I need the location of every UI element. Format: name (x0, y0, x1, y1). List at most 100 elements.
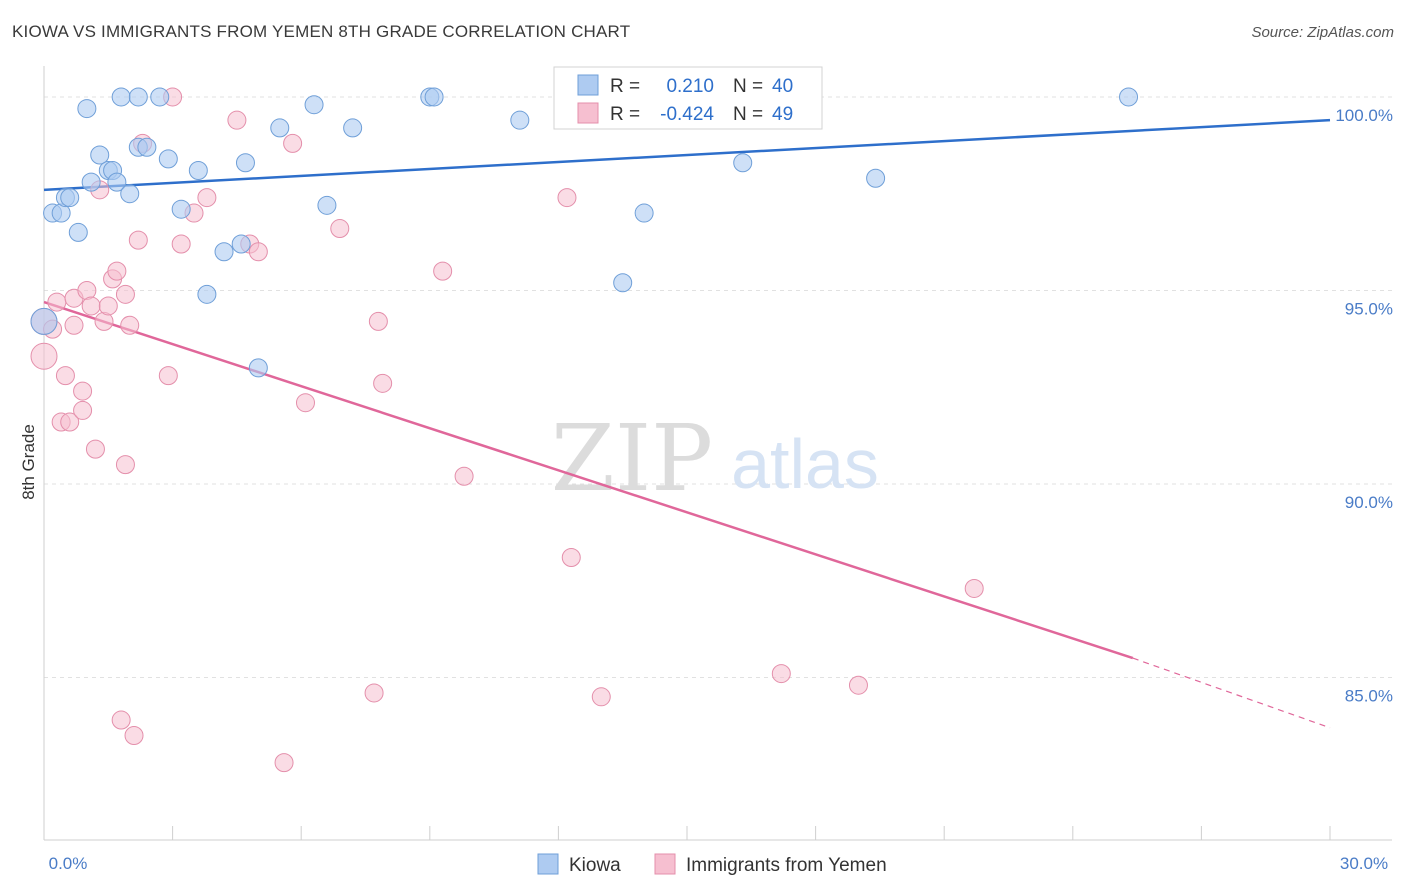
point-kiowa (317, 195, 337, 215)
point-yemen (73, 400, 93, 420)
axes (43, 66, 1392, 841)
point-kiowa (343, 118, 363, 138)
point-yemen (364, 683, 384, 703)
y-tick-labels: 100.0% 95.0% 90.0% 85.0% (1335, 106, 1393, 706)
point-yemen (111, 710, 131, 730)
point-yemen (115, 455, 135, 475)
point-yemen (283, 133, 303, 153)
stats-r-value-yemen: -0.424 (660, 104, 714, 125)
point-kiowa (81, 172, 101, 192)
trend-lines (43, 118, 1331, 729)
stats-n-label-yemen: N = (733, 104, 763, 125)
x-tick-label: 30.0% (1340, 854, 1388, 873)
point-yemen (561, 547, 581, 567)
trend-line-yemen (43, 300, 1134, 660)
point-kiowa (111, 87, 131, 107)
stats-legend-swatch-yemen (577, 102, 599, 124)
point-yemen (55, 366, 75, 386)
point-yemen (368, 311, 388, 331)
point-kiowa (235, 153, 255, 173)
y-tick-label: 95.0% (1345, 299, 1393, 318)
y-tick-label: 90.0% (1345, 493, 1393, 512)
point-kiowa (90, 145, 110, 165)
legend-swatch-kiowa (537, 853, 559, 875)
legend-label-yemen: Immigrants from Yemen (686, 855, 887, 876)
point-yemen (128, 230, 148, 250)
y-tick-label: 100.0% (1335, 106, 1393, 125)
chart-source: Source: ZipAtlas.com (1251, 24, 1394, 41)
point-yemen (373, 373, 393, 393)
point-kiowa (733, 153, 753, 173)
watermark: ZIP atlas (551, 405, 879, 512)
point-kiowa (634, 203, 654, 223)
point-kiowa (214, 242, 234, 262)
point-yemen (85, 439, 105, 459)
point-kiowa (1119, 87, 1139, 107)
trend-line-yemen-extension (1132, 657, 1331, 729)
legend-label-kiowa: Kiowa (569, 855, 621, 876)
point-yemen (60, 412, 80, 432)
point-kiowa (68, 222, 88, 242)
stats-n-value-kiowa: 40 (772, 76, 793, 97)
point-yemen (848, 675, 868, 695)
point-kiowa (248, 358, 268, 378)
point-kiowa (120, 184, 140, 204)
stats-r-label-yemen: R = (610, 104, 640, 125)
point-yemen (107, 261, 127, 281)
chart-title: KIOWA VS IMMIGRANTS FROM YEMEN 8TH GRADE… (12, 22, 631, 41)
point-kiowa (866, 168, 886, 188)
series-kiowa-points (30, 87, 1139, 378)
x-tick-labels: 0.0% 30.0% (49, 854, 1388, 873)
point-kiowa (77, 99, 97, 119)
point-kiowa (188, 160, 208, 180)
point-yemen (171, 234, 191, 254)
stats-n-value-yemen: 49 (772, 104, 793, 125)
point-kiowa (158, 149, 178, 169)
point-kiowa (30, 307, 58, 335)
point-kiowa (231, 234, 251, 254)
point-kiowa (613, 273, 633, 293)
stats-n-label-kiowa: N = (733, 76, 763, 97)
point-kiowa (424, 87, 444, 107)
point-kiowa (171, 199, 191, 219)
x-tick-label: 0.0% (49, 854, 88, 873)
point-kiowa (60, 188, 80, 208)
point-kiowa (128, 87, 148, 107)
series-legend: Kiowa Immigrants from Yemen (537, 853, 887, 876)
stats-r-label-kiowa: R = (610, 76, 640, 97)
stats-legend-swatch-kiowa (577, 74, 599, 96)
watermark-atlas: atlas (731, 425, 879, 503)
point-yemen (330, 219, 350, 239)
stats-r-value-kiowa: 0.210 (666, 76, 714, 97)
y-axis-label: 8th Grade (19, 424, 38, 500)
point-kiowa (150, 87, 170, 107)
point-yemen (47, 292, 67, 312)
point-yemen (591, 687, 611, 707)
point-yemen (120, 315, 140, 335)
point-kiowa (304, 95, 324, 115)
point-yemen (557, 188, 577, 208)
trend-line-kiowa (43, 118, 1331, 192)
point-yemen (115, 284, 135, 304)
point-yemen (81, 296, 101, 316)
legend-swatch-yemen (654, 853, 676, 875)
point-yemen (771, 664, 791, 684)
point-yemen (433, 261, 453, 281)
watermark-zip: ZIP (551, 405, 713, 512)
point-kiowa (510, 110, 530, 130)
y-tick-label: 85.0% (1345, 686, 1393, 705)
point-yemen (197, 188, 217, 208)
stats-legend: R = 0.210 N = 40 R = -0.424 N = 49 (553, 66, 823, 130)
point-yemen (73, 381, 93, 401)
point-kiowa (197, 284, 217, 304)
point-yemen (248, 242, 268, 262)
point-yemen (158, 366, 178, 386)
point-yemen (295, 393, 315, 413)
point-kiowa (270, 118, 290, 138)
point-kiowa (107, 172, 127, 192)
point-yemen (964, 578, 984, 598)
point-yemen (98, 296, 118, 316)
point-yemen (64, 315, 84, 335)
point-yemen (124, 726, 144, 746)
